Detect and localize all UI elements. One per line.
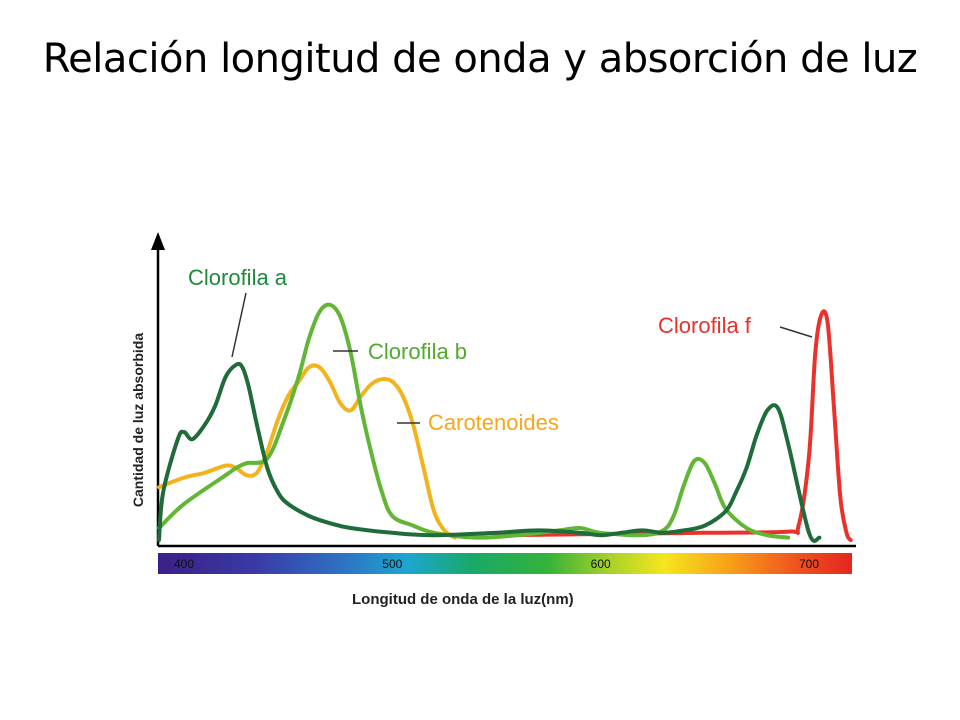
label-clorofila-a: Clorofila a (188, 265, 288, 290)
x-tick-labels: 400 500 600 700 (174, 557, 819, 571)
y-axis-label: Cantidad de luz absorbida (130, 333, 146, 507)
series-line-carotenoides (157, 363, 457, 540)
label-carotenoides: Carotenoides (428, 410, 559, 435)
series-line-clorofila-a (157, 361, 822, 543)
x-tick-500: 500 (382, 557, 402, 571)
leader-clorofila-f (779, 326, 813, 338)
slide-title: Relación longitud de onda y absorción de… (42, 36, 918, 82)
spectrum-bar (158, 553, 852, 574)
series-line-clorofila-f (494, 309, 853, 542)
x-tick-700: 700 (799, 557, 819, 571)
x-axis-label: Longitud de onda de la luz(nm) (352, 591, 574, 608)
label-clorofila-f: Clorofila f (658, 313, 752, 338)
x-tick-600: 600 (591, 557, 611, 571)
series-lines (157, 302, 853, 543)
x-tick-400: 400 (174, 557, 194, 571)
label-clorofila-b: Clorofila b (368, 339, 467, 364)
leader-clorofila-a (231, 292, 247, 358)
series-line-clorofila-b (157, 302, 791, 540)
y-axis-arrow (151, 232, 165, 250)
